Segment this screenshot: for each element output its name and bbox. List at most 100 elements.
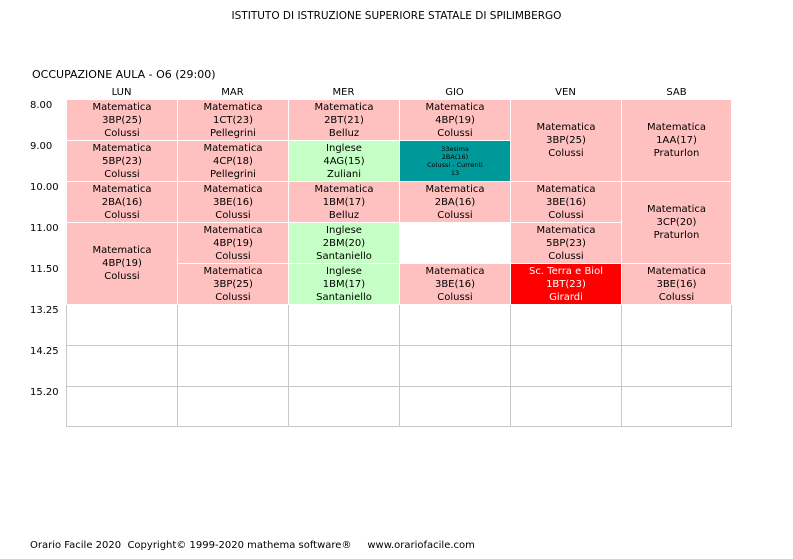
lesson-teacher: Colussi bbox=[437, 291, 473, 303]
lesson-class: 4BP(19) bbox=[102, 258, 142, 269]
lesson-teacher: Colussi bbox=[548, 250, 584, 262]
lesson-subject: 33esima bbox=[441, 145, 469, 153]
lesson-teacher: Zuliani bbox=[327, 168, 361, 180]
lesson-teacher: Pellegrini bbox=[210, 168, 256, 180]
lesson-class: 4CP(18) bbox=[213, 155, 253, 167]
lesson-cell[interactable]: Inglese 1BM(17) Santaniello bbox=[288, 263, 400, 305]
lesson-class: 2BM(20) bbox=[322, 237, 366, 249]
lesson-subject: Inglese bbox=[326, 224, 362, 236]
lesson-teacher: Colussi bbox=[104, 209, 140, 221]
lesson-teacher: Girardi bbox=[549, 291, 583, 303]
lesson-cell[interactable]: Matematica 3BE(16) Colussi bbox=[621, 263, 732, 305]
lesson-class: 3BE(16) bbox=[212, 196, 254, 208]
lesson-cell[interactable]: Matematica 2BA(16) Colussi bbox=[399, 181, 511, 223]
lesson-teacher: Pellegrini bbox=[210, 127, 256, 139]
lesson-class: 1CT(23) bbox=[213, 114, 253, 126]
lesson-cell[interactable]: Matematica 3BP(25) Colussi bbox=[510, 99, 622, 182]
lesson-class: 2BA(16) bbox=[101, 196, 143, 208]
lesson-cell[interactable]: Matematica 2BT(21) Belluz bbox=[288, 99, 400, 141]
time-label: 13.25 bbox=[30, 305, 59, 316]
lesson-teacher: Colussi bbox=[437, 209, 473, 221]
time-label: 9.00 bbox=[30, 141, 53, 152]
lesson-class: 3CP(20) bbox=[656, 217, 697, 228]
footer-copyright: Orario Facile 2020 Copyright© 1999-2020 … bbox=[30, 540, 475, 551]
lesson-subject: Matematica bbox=[425, 101, 485, 113]
lesson-subject: Matematica bbox=[314, 183, 374, 195]
lesson-cell[interactable]: Matematica 5BP(23) Colussi bbox=[66, 140, 178, 182]
lesson-subject: Matematica bbox=[203, 224, 263, 236]
highlighted-lesson-cell[interactable]: Sc. Terra e Biol 1BT(23) Girardi bbox=[510, 263, 622, 305]
day-header-mar: MAR bbox=[221, 87, 244, 98]
lesson-class: 5BP(23) bbox=[102, 155, 142, 167]
lesson-subject: Matematica bbox=[646, 204, 707, 215]
lesson-teacher: Colussi bbox=[215, 209, 251, 221]
lesson-cell[interactable]: Matematica 4BP(19) Colussi bbox=[177, 222, 289, 264]
lesson-subject: Matematica bbox=[92, 101, 152, 113]
lesson-cell[interactable]: Matematica 3CP(20) Praturlon bbox=[621, 181, 732, 264]
lesson-teacher: Colussi bbox=[215, 250, 251, 262]
lesson-cell[interactable]: Matematica 3BE(16) Colussi bbox=[399, 263, 511, 305]
lesson-teacher: Colussi bbox=[548, 209, 584, 221]
lesson-cell[interactable]: Matematica 3BP(25) Colussi bbox=[177, 263, 289, 305]
room-occupation-title: OCCUPAZIONE AULA - O6 (29:00) bbox=[32, 68, 216, 81]
lesson-teacher: Belluz bbox=[328, 127, 360, 139]
lesson-teacher: Colussi bbox=[104, 127, 140, 139]
lesson-subject: Matematica bbox=[646, 265, 707, 277]
lesson-class: 4BP(19) bbox=[213, 237, 253, 249]
time-label: 10.00 bbox=[30, 182, 59, 193]
lesson-subject: Matematica bbox=[314, 101, 374, 113]
lesson-cell[interactable]: Matematica 4CP(18) Pellegrini bbox=[177, 140, 289, 182]
lesson-class: 2BA(16) bbox=[434, 196, 476, 208]
lesson-teacher: Colussi - Currenti bbox=[427, 161, 483, 169]
lesson-cell[interactable]: Inglese 4AG(15) Zuliani bbox=[288, 140, 400, 182]
lesson-class: 3BE(16) bbox=[434, 278, 476, 290]
lesson-teacher: Praturlon bbox=[653, 148, 700, 159]
special-lesson-cell[interactable]: 33esima 2BA(16) Colussi - Currenti 13 bbox=[399, 140, 511, 182]
lesson-class: 2BA(16) bbox=[441, 153, 469, 161]
lesson-subject: Matematica bbox=[203, 183, 263, 195]
day-header-sab: SAB bbox=[666, 87, 687, 98]
lesson-cell[interactable]: Matematica 1CT(23) Pellegrini bbox=[177, 99, 289, 141]
lesson-teacher: Colussi bbox=[104, 168, 140, 180]
lesson-teacher: Colussi bbox=[215, 291, 251, 303]
lesson-class: 4BP(19) bbox=[435, 114, 475, 126]
day-header-lun: LUN bbox=[111, 87, 132, 98]
lesson-cell[interactable]: Inglese 2BM(20) Santaniello bbox=[288, 222, 400, 264]
lesson-subject: Matematica bbox=[203, 101, 263, 113]
lesson-subject: Matematica bbox=[92, 245, 152, 256]
lesson-teacher: Praturlon bbox=[653, 230, 700, 241]
lesson-cell[interactable]: Matematica 3BE(16) Colussi bbox=[177, 181, 289, 223]
lesson-class: 1BM(17) bbox=[322, 278, 366, 290]
lesson-teacher: Belluz bbox=[328, 209, 360, 221]
lesson-extra: 13 bbox=[450, 169, 460, 177]
lesson-teacher: Colussi bbox=[104, 271, 140, 282]
lesson-teacher: Colussi bbox=[658, 291, 695, 303]
lesson-class: 5BP(23) bbox=[546, 237, 586, 249]
lesson-cell[interactable]: Matematica 2BA(16) Colussi bbox=[66, 181, 178, 223]
lesson-cell[interactable]: Matematica 5BP(23) Colussi bbox=[510, 222, 622, 264]
school-title: ISTITUTO DI ISTRUZIONE SUPERIORE STATALE… bbox=[231, 10, 562, 22]
lesson-cell[interactable]: Matematica 4BP(19) Colussi bbox=[66, 222, 178, 305]
lesson-subject: Matematica bbox=[536, 122, 596, 133]
lesson-cell[interactable]: Matematica 1BM(17) Belluz bbox=[288, 181, 400, 223]
lesson-class: 2BT(21) bbox=[324, 114, 364, 126]
time-label: 11.00 bbox=[30, 223, 59, 234]
time-label: 8.00 bbox=[30, 100, 53, 111]
time-label: 11.50 bbox=[30, 264, 59, 275]
lesson-class: 4AG(15) bbox=[323, 155, 365, 167]
lesson-class: 1BT(23) bbox=[546, 278, 586, 290]
lesson-cell[interactable]: Matematica 3BP(25) Colussi bbox=[66, 99, 178, 141]
lesson-subject: Matematica bbox=[536, 224, 596, 236]
time-label: 14.25 bbox=[30, 346, 59, 357]
lesson-subject: Matematica bbox=[92, 142, 152, 154]
lesson-teacher: Santaniello bbox=[316, 250, 372, 262]
lesson-cell[interactable]: Matematica 3BE(16) Colussi bbox=[510, 181, 622, 223]
lesson-cell[interactable]: Matematica 4BP(19) Colussi bbox=[399, 99, 511, 141]
lesson-subject: Matematica bbox=[203, 265, 263, 277]
day-header-mer: MER bbox=[332, 87, 355, 98]
lesson-class: 3BE(16) bbox=[656, 278, 697, 290]
lesson-class: 1AA(17) bbox=[656, 135, 697, 146]
lesson-class: 3BP(25) bbox=[102, 114, 142, 126]
lesson-cell[interactable]: Matematica 1AA(17) Praturlon bbox=[621, 99, 732, 182]
day-header-ven: VEN bbox=[555, 87, 576, 98]
